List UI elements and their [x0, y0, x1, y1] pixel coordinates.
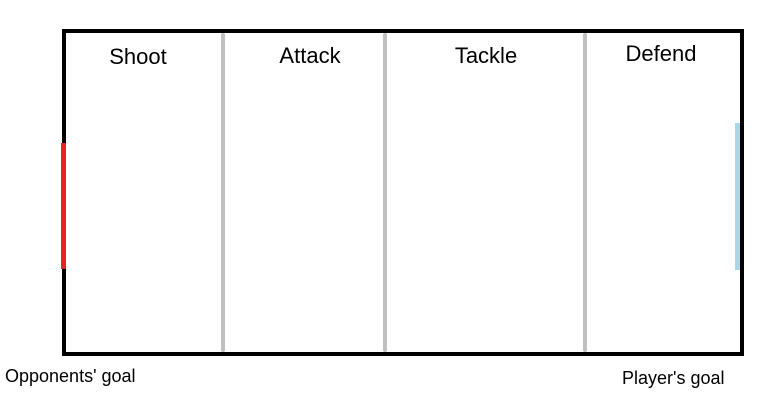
zone-label-shoot: Shoot — [109, 44, 167, 69]
pitch-field: Shoot Attack Tackle Defend — [62, 29, 744, 356]
zone-divider-1 — [221, 33, 225, 352]
opponents-goal-label: Opponents' goal — [5, 366, 136, 386]
zone-label-tackle: Tackle — [454, 43, 518, 68]
zone-divider-3 — [583, 33, 587, 352]
players-goal-label: Player's goal — [622, 368, 725, 388]
zone-divider-2 — [383, 33, 387, 352]
zone-label-attack: Attack — [279, 43, 341, 68]
players-goal — [735, 123, 740, 270]
zone-label-defend: Defend — [625, 41, 697, 66]
opponents-goal — [61, 143, 66, 269]
